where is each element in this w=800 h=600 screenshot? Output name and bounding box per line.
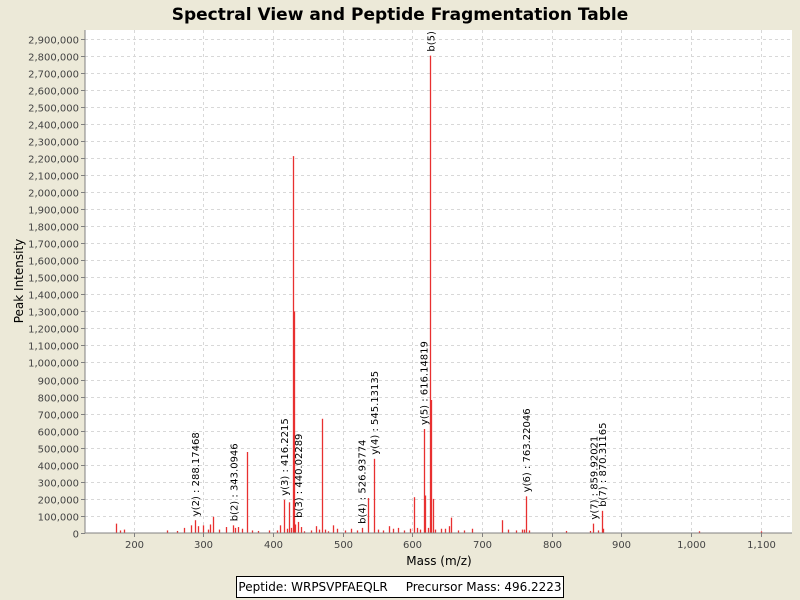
peak-annotations: y(2) : 288.17468 b(2) : 343.0946 y(3) : 41…	[191, 31, 609, 524]
peak-annotation: b(2) : 343.0946	[229, 443, 240, 521]
y-tick-label: 2,100,000	[28, 172, 79, 183]
peak-annotation: b(4) : 526.93774	[358, 440, 369, 524]
y-axis-ticks: 0 100,000 200,000 300,000 400,000 500,000 600,…	[28, 36, 85, 541]
y-tick-label: 200,000	[38, 496, 79, 507]
y-tick-label: 1,700,000	[28, 240, 79, 251]
y-tick-label: 0	[73, 530, 79, 541]
y-tick-label: 1,600,000	[28, 257, 79, 268]
x-tick-label: 600	[403, 540, 422, 551]
y-tick-label: 1,500,000	[28, 274, 79, 285]
peak-annotation: b(5)	[427, 31, 438, 52]
peak-annotation: y(6) : 763.22046	[522, 408, 533, 492]
peak-series	[115, 55, 763, 533]
x-tick-label: 400	[264, 540, 283, 551]
y-tick-label: 2,300,000	[28, 138, 79, 149]
x-tick-label: 800	[543, 540, 562, 551]
y-tick-label: 2,900,000	[28, 36, 79, 47]
x-axis-ticks: 200 300 400 500 600 700 800 900 1,000 1,100	[125, 533, 776, 551]
x-tick-label: 300	[194, 540, 213, 551]
y-tick-label: 1,200,000	[28, 325, 79, 336]
y-tick-label: 2,700,000	[28, 70, 79, 81]
y-tick-label: 500,000	[38, 445, 79, 456]
peak-annotation: y(3) : 416.2215	[280, 418, 291, 496]
y-tick-label: 2,000,000	[28, 189, 79, 200]
y-tick-label: 1,100,000	[28, 342, 79, 353]
x-tick-label: 500	[334, 540, 353, 551]
y-tick-label: 1,800,000	[28, 223, 79, 234]
y-tick-label: 1,900,000	[28, 206, 79, 217]
peak-annotation: b(3) : 440.02289	[294, 434, 305, 518]
y-tick-label: 100,000	[38, 513, 79, 524]
peak-annotation: b(7) : 870.31165	[598, 422, 609, 506]
peak-annotation: y(4) : 545.13135	[370, 371, 381, 455]
y-tick-label: 2,600,000	[28, 87, 79, 98]
y-tick-label: 900,000	[38, 377, 79, 388]
peak-annotation: y(2) : 288.17468	[191, 432, 202, 516]
y-tick-label: 2,400,000	[28, 121, 79, 132]
y-axis-label: Peak Intensity	[12, 239, 26, 324]
y-tick-label: 300,000	[38, 479, 79, 490]
x-tick-label: 200	[125, 540, 144, 551]
precursor-mass-label: Precursor Mass: 496.2223	[405, 580, 562, 594]
x-tick-label: 900	[612, 540, 631, 551]
grid	[85, 30, 792, 533]
plot-area	[85, 30, 792, 533]
x-axis-label: Mass (m/z)	[406, 554, 471, 568]
chart-title: Spectral View and Peptide Fragmentation …	[172, 5, 629, 25]
y-tick-label: 800,000	[38, 394, 79, 405]
x-tick-label: 1,100	[747, 540, 776, 551]
y-tick-label: 1,000,000	[28, 359, 79, 370]
y-tick-label: 1,400,000	[28, 291, 79, 302]
y-tick-label: 700,000	[38, 411, 79, 422]
y-tick-label: 2,200,000	[28, 155, 79, 166]
y-tick-label: 600,000	[38, 428, 79, 439]
peptide-label: Peptide: WRPSVPFAEQLR	[238, 580, 388, 594]
y-tick-label: 2,500,000	[28, 104, 79, 115]
peak-annotation: y(5) : 616.14819	[420, 341, 431, 425]
y-tick-label: 1,300,000	[28, 308, 79, 319]
y-tick-label: 2,800,000	[28, 53, 79, 64]
peptide-info-box: Peptide: WRPSVPFAEQLR Precursor Mass: 49…	[236, 576, 564, 598]
x-tick-label: 700	[473, 540, 492, 551]
y-tick-label: 400,000	[38, 462, 79, 473]
x-tick-label: 1,000	[677, 540, 706, 551]
peak-annotation: y(7) : 859.92021	[590, 436, 601, 520]
